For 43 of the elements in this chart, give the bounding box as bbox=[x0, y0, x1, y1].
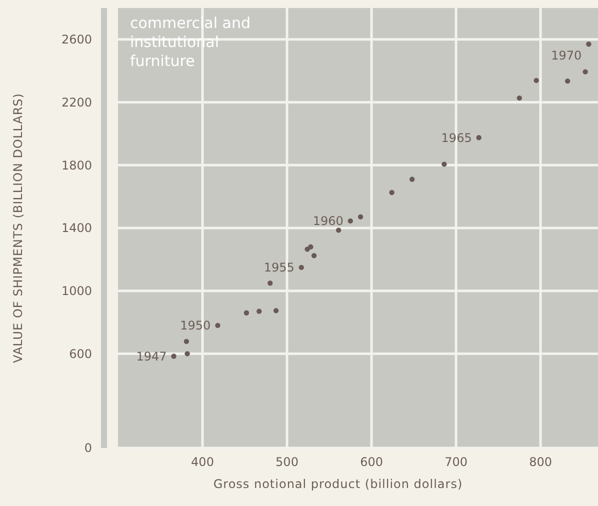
point bbox=[336, 228, 342, 233]
y-tick-label: 2200 bbox=[61, 95, 92, 110]
point bbox=[582, 69, 588, 74]
point bbox=[534, 78, 539, 84]
point bbox=[586, 42, 592, 47]
annotation: 1950 bbox=[180, 318, 211, 333]
annotation: 1947 bbox=[136, 349, 167, 364]
point bbox=[476, 135, 482, 140]
x-tick-label: 800 bbox=[529, 455, 552, 469]
point bbox=[268, 280, 273, 286]
point bbox=[516, 95, 522, 101]
point bbox=[348, 218, 353, 224]
point bbox=[308, 244, 314, 250]
point bbox=[389, 190, 394, 196]
y-axis-title: VALUE OF SHIPMENTS (BILLION DOLLARS) bbox=[11, 93, 25, 363]
point bbox=[215, 322, 220, 328]
point bbox=[298, 264, 304, 270]
annotation: 1960 bbox=[312, 214, 344, 228]
y-tick-label: 0 bbox=[84, 441, 92, 456]
y-tick-label: 600 bbox=[69, 346, 92, 361]
point bbox=[184, 338, 190, 344]
point bbox=[273, 308, 279, 314]
y-tick-label: 2600 bbox=[61, 32, 92, 47]
point bbox=[409, 176, 415, 182]
x-tick-label: 600 bbox=[360, 455, 383, 469]
x-axis-title: Gross notional product (billion dollars) bbox=[213, 477, 463, 491]
point bbox=[564, 78, 570, 84]
point bbox=[244, 310, 250, 316]
y-tick-label: 1400 bbox=[61, 221, 92, 236]
annotation: 1970 bbox=[551, 48, 582, 63]
y-tick-label: 1800 bbox=[61, 158, 92, 172]
point bbox=[358, 214, 364, 220]
annotation: 1955 bbox=[264, 260, 294, 275]
point bbox=[256, 308, 262, 314]
point bbox=[171, 354, 176, 359]
point bbox=[184, 351, 190, 356]
x-tick-label: 700 bbox=[444, 455, 468, 469]
point bbox=[442, 162, 447, 167]
annotation: 1965 bbox=[441, 130, 472, 145]
point bbox=[311, 253, 317, 258]
x-tick-label: 500 bbox=[276, 455, 298, 469]
y-tick-label: 1000 bbox=[61, 284, 92, 298]
x-tick-label: 400 bbox=[191, 455, 214, 469]
